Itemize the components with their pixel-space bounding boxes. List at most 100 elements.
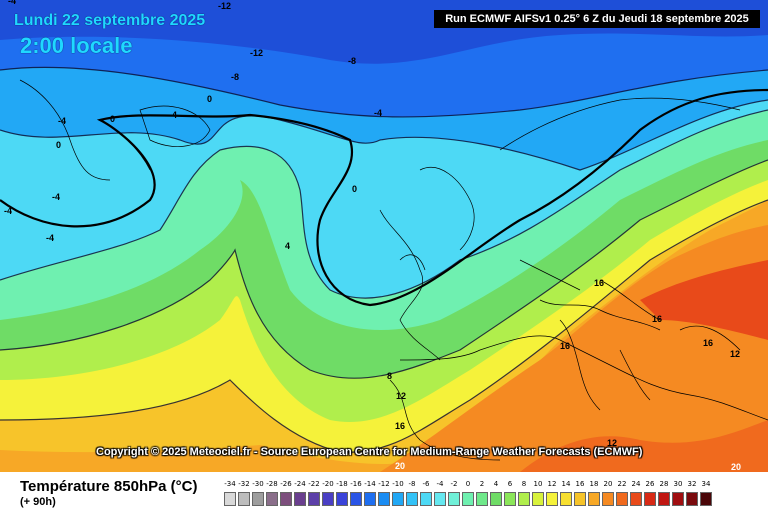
contour-label: 4 (172, 110, 177, 120)
scale-swatch (700, 492, 712, 506)
contour-label: -4 (58, 116, 66, 126)
scale-label: 30 (673, 480, 683, 488)
scale-label: -20 (322, 480, 334, 488)
scale-swatch (448, 492, 460, 506)
contour-label: -4 (8, 0, 16, 6)
temperature-map: -12 -12 -8 -8 0 -4 -4 4 -4 0 0 -4 -4 -4 … (0, 0, 768, 472)
scale-label: -12 (378, 480, 390, 488)
contour-label: -4 (46, 233, 54, 243)
run-info-banner: Run ECMWF AIFSv1 0.25° 6 Z du Jeudi 18 s… (434, 10, 760, 28)
contour-label: -8 (231, 72, 239, 82)
scale-swatch (574, 492, 586, 506)
contour-label: 20 (731, 462, 741, 472)
scale-label: -16 (350, 480, 362, 488)
contour-label: 16 (594, 278, 604, 288)
scale-label: 12 (547, 480, 557, 488)
scale-label: 8 (521, 480, 527, 488)
scale-swatch (504, 492, 516, 506)
scale-swatch (322, 492, 334, 506)
scale-label: -28 (266, 480, 278, 488)
scale-swatch (294, 492, 306, 506)
contour-label: 16 (395, 421, 405, 431)
scale-swatch (616, 492, 628, 506)
scale-label: 20 (603, 480, 613, 488)
scale-label: 14 (561, 480, 571, 488)
scale-swatch (462, 492, 474, 506)
scale-label: 32 (687, 480, 697, 488)
scale-swatch (336, 492, 348, 506)
scale-label: 0 (465, 480, 471, 488)
contour-label: 20 (395, 461, 405, 471)
scale-label: 16 (575, 480, 585, 488)
scale-label: 10 (533, 480, 543, 488)
scale-swatch (602, 492, 614, 506)
scale-label: -22 (308, 480, 320, 488)
scale-label: 4 (493, 480, 499, 488)
scale-swatch (350, 492, 362, 506)
scale-label: 28 (659, 480, 669, 488)
contour-label: -4 (374, 108, 382, 118)
contour-label-group: -12 -12 -8 -8 0 -4 -4 4 -4 0 0 -4 -4 -4 … (4, 0, 741, 472)
scale-label: -30 (252, 480, 264, 488)
contour-label: 8 (387, 371, 392, 381)
scale-swatch (392, 492, 404, 506)
scale-label: -18 (336, 480, 348, 488)
scale-swatch (532, 492, 544, 506)
parameter-title: Température 850hPa (°C) (20, 478, 198, 495)
scale-label: 18 (589, 480, 599, 488)
scale-label: -24 (294, 480, 306, 488)
contour-label: 12 (607, 438, 617, 448)
copyright-text: Copyright © 2025 Meteociel.fr - Source E… (96, 446, 643, 458)
scale-label: -6 (422, 480, 430, 488)
scale-swatch (420, 492, 432, 506)
contour-label: 0 (110, 114, 115, 124)
scale-label: 34 (701, 480, 711, 488)
coastlines (19, 79, 768, 461)
scale-label: 6 (507, 480, 513, 488)
contour-label: -4 (4, 206, 12, 216)
forecast-lead-time: (+ 90h) (20, 496, 56, 508)
scale-label: -2 (450, 480, 458, 488)
contour-label: 0 (352, 184, 357, 194)
scale-swatch (252, 492, 264, 506)
contour-label: -4 (52, 192, 60, 202)
contour-label: -12 (218, 1, 231, 11)
scale-label: -8 (408, 480, 416, 488)
scale-swatch (434, 492, 446, 506)
scale-swatch (686, 492, 698, 506)
field-red-south (520, 420, 768, 472)
scale-label: 2 (479, 480, 485, 488)
scale-swatch (546, 492, 558, 506)
scale-swatch (406, 492, 418, 506)
scale-swatch (476, 492, 488, 506)
scale-label: -34 (224, 480, 236, 488)
scale-swatch (266, 492, 278, 506)
forecast-date: Lundi 22 septembre 2025 (14, 12, 206, 29)
field-red-east (640, 260, 768, 340)
contour-label: 4 (285, 241, 290, 251)
scale-swatch (224, 492, 236, 506)
scale-swatch (308, 492, 320, 506)
contour-label: 12 (730, 349, 740, 359)
scale-swatch (658, 492, 670, 506)
scale-label: -32 (238, 480, 250, 488)
scale-swatch (280, 492, 292, 506)
scale-label: 22 (617, 480, 627, 488)
zero-isotherm (0, 88, 768, 307)
scale-swatch (364, 492, 376, 506)
contour-label: 0 (207, 94, 212, 104)
scale-swatch (490, 492, 502, 506)
contour-label: 12 (396, 391, 406, 401)
scale-swatch (378, 492, 390, 506)
contour-label: -12 (250, 48, 263, 58)
contour-label: 16 (560, 341, 570, 351)
scale-swatch (588, 492, 600, 506)
scale-label: 26 (645, 480, 655, 488)
contour-label: 16 (703, 338, 713, 348)
contour-label: 16 (652, 314, 662, 324)
scale-label: 24 (631, 480, 641, 488)
scale-label: -4 (436, 480, 444, 488)
contour-label: 0 (56, 140, 61, 150)
scale-swatch (672, 492, 684, 506)
scale-label: -14 (364, 480, 376, 488)
